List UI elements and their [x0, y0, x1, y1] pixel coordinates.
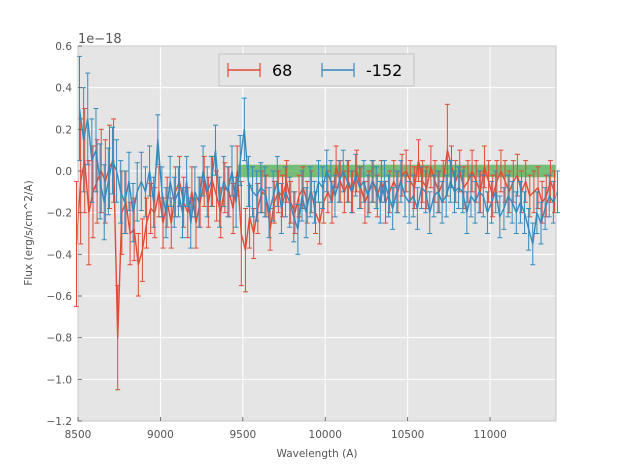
- x-tick-label: 10500: [391, 429, 424, 441]
- legend-label: 68: [272, 61, 292, 80]
- legend: 68 -152: [218, 53, 415, 87]
- y-tick-label: 0.4: [55, 83, 72, 95]
- y-offset-label: 1e−18: [78, 32, 122, 47]
- series-line: [75, 149, 556, 339]
- plot-frame: [77, 45, 557, 422]
- y-tick-label: 0.2: [55, 124, 72, 136]
- x-axis-ticks: 8500 9000 9500 10000 10500 11000: [65, 417, 507, 441]
- x-tick-label: 9500: [229, 429, 256, 441]
- legend-item-0: 68: [227, 61, 292, 80]
- legend-label: -152: [366, 61, 402, 80]
- grid-lines: [77, 45, 556, 422]
- y-tick-label: −1.0: [47, 374, 73, 386]
- series-0: [74, 103, 557, 391]
- series-1: [77, 55, 560, 266]
- x-tick-label: 10000: [309, 429, 342, 441]
- y-tick-label: 0.0: [55, 166, 72, 178]
- y-axis-ticks: −1.2 −1.0 −0.8 −0.6 −0.4 −0.2 0.0 0.2 0.4 0.6: [47, 41, 82, 428]
- x-tick-label: 11000: [473, 429, 506, 441]
- y-tick-label: 0.6: [55, 41, 72, 53]
- y-tick-label: −0.4: [47, 249, 73, 261]
- y-axis-label: Flux (erg/s/cm^2/A): [23, 180, 35, 285]
- legend-item-1: -152: [321, 61, 402, 80]
- x-axis-label: Wavelength (A): [276, 448, 357, 460]
- x-tick-label: 9000: [147, 429, 174, 441]
- series-line: [78, 108, 559, 245]
- y-tick-label: −0.2: [47, 208, 73, 220]
- series-layer: [74, 55, 560, 391]
- y-tick-label: −1.2: [47, 416, 73, 428]
- y-tick-label: −0.6: [47, 291, 73, 303]
- y-tick-label: −0.8: [47, 333, 73, 345]
- x-tick-label: 8500: [65, 429, 92, 441]
